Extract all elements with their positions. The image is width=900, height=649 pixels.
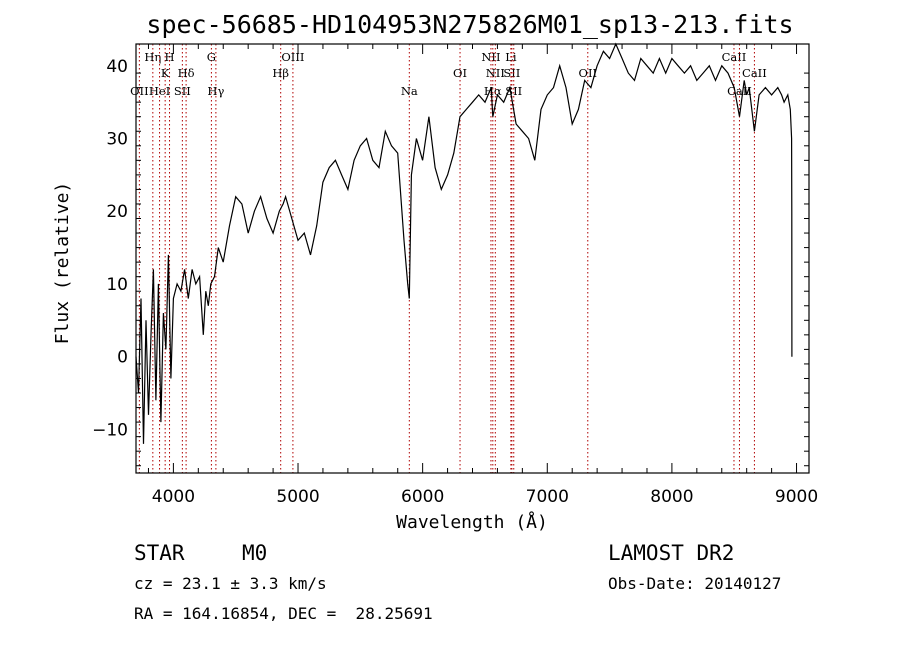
y-tick-label: 20 <box>106 202 128 222</box>
object-subclass: M0 <box>242 541 268 565</box>
line-marker-label: CaII <box>722 50 747 64</box>
line-marker-label: SII <box>503 66 520 80</box>
line-marker-label: OII <box>579 66 598 80</box>
line-marker-label: OI <box>453 66 467 80</box>
x-tick-label: 5000 <box>276 487 319 507</box>
line-marker-label: Hα <box>484 84 502 98</box>
object-class: STAR <box>134 541 185 565</box>
line-marker-label: K <box>161 66 170 80</box>
line-marker-label: CaII <box>742 66 767 80</box>
line-marker-label: Li <box>505 50 517 64</box>
line-marker-label: OIII <box>281 50 304 64</box>
axis-ticks: 4000 5000 6000 7000 8000 9000 −10 0 10 20 30 40 <box>92 44 818 507</box>
y-tick-label: 0 <box>117 348 128 368</box>
spectrum-line <box>135 42 793 444</box>
y-axis-label: Flux (relative) <box>52 182 73 345</box>
coordinates: RA = 164.16854, DEC = 28.25691 <box>134 604 433 623</box>
line-marker-label: NII <box>481 50 500 64</box>
y-tick-label: −10 <box>92 420 128 440</box>
plot-frame <box>135 43 810 474</box>
line-marker-label: HeI <box>149 84 170 98</box>
survey-name: LAMOST DR2 <box>608 541 735 565</box>
x-axis-label: Wavelength (Å) <box>396 511 548 533</box>
line-marker-label: NII <box>486 66 505 80</box>
redshift-info: cz = 23.1 ± 3.3 km/s <box>134 574 327 593</box>
line-marker-label: Hγ <box>207 84 224 98</box>
line-marker-label: H <box>165 50 175 64</box>
chart-title: spec-56685-HD104953N275826M01_sp13-213.f… <box>146 10 793 39</box>
line-marker-label: Hδ <box>178 66 195 80</box>
x-tick-label: 9000 <box>775 487 818 507</box>
line-marker-label: OII <box>130 84 149 98</box>
obs-date: Obs-Date: 20140127 <box>608 574 782 593</box>
line-marker-label: Hη <box>144 50 161 64</box>
line-marker-label: Na <box>401 84 418 98</box>
line-marker-label: G <box>207 50 216 64</box>
line-marker-label: Hβ <box>272 66 289 80</box>
line-markers: OIIHηHeIKHSIIHδGHγHβOIIINaOINIIHαNIILiSI… <box>130 44 767 473</box>
line-marker-label: SII <box>174 84 191 98</box>
x-tick-label: 8000 <box>650 487 693 507</box>
x-tick-label: 4000 <box>152 487 195 507</box>
y-tick-label: 10 <box>106 275 128 295</box>
x-tick-label: 6000 <box>401 487 444 507</box>
y-tick-label: 40 <box>106 57 128 77</box>
x-tick-label: 7000 <box>526 487 569 507</box>
y-tick-label: 30 <box>106 130 128 150</box>
